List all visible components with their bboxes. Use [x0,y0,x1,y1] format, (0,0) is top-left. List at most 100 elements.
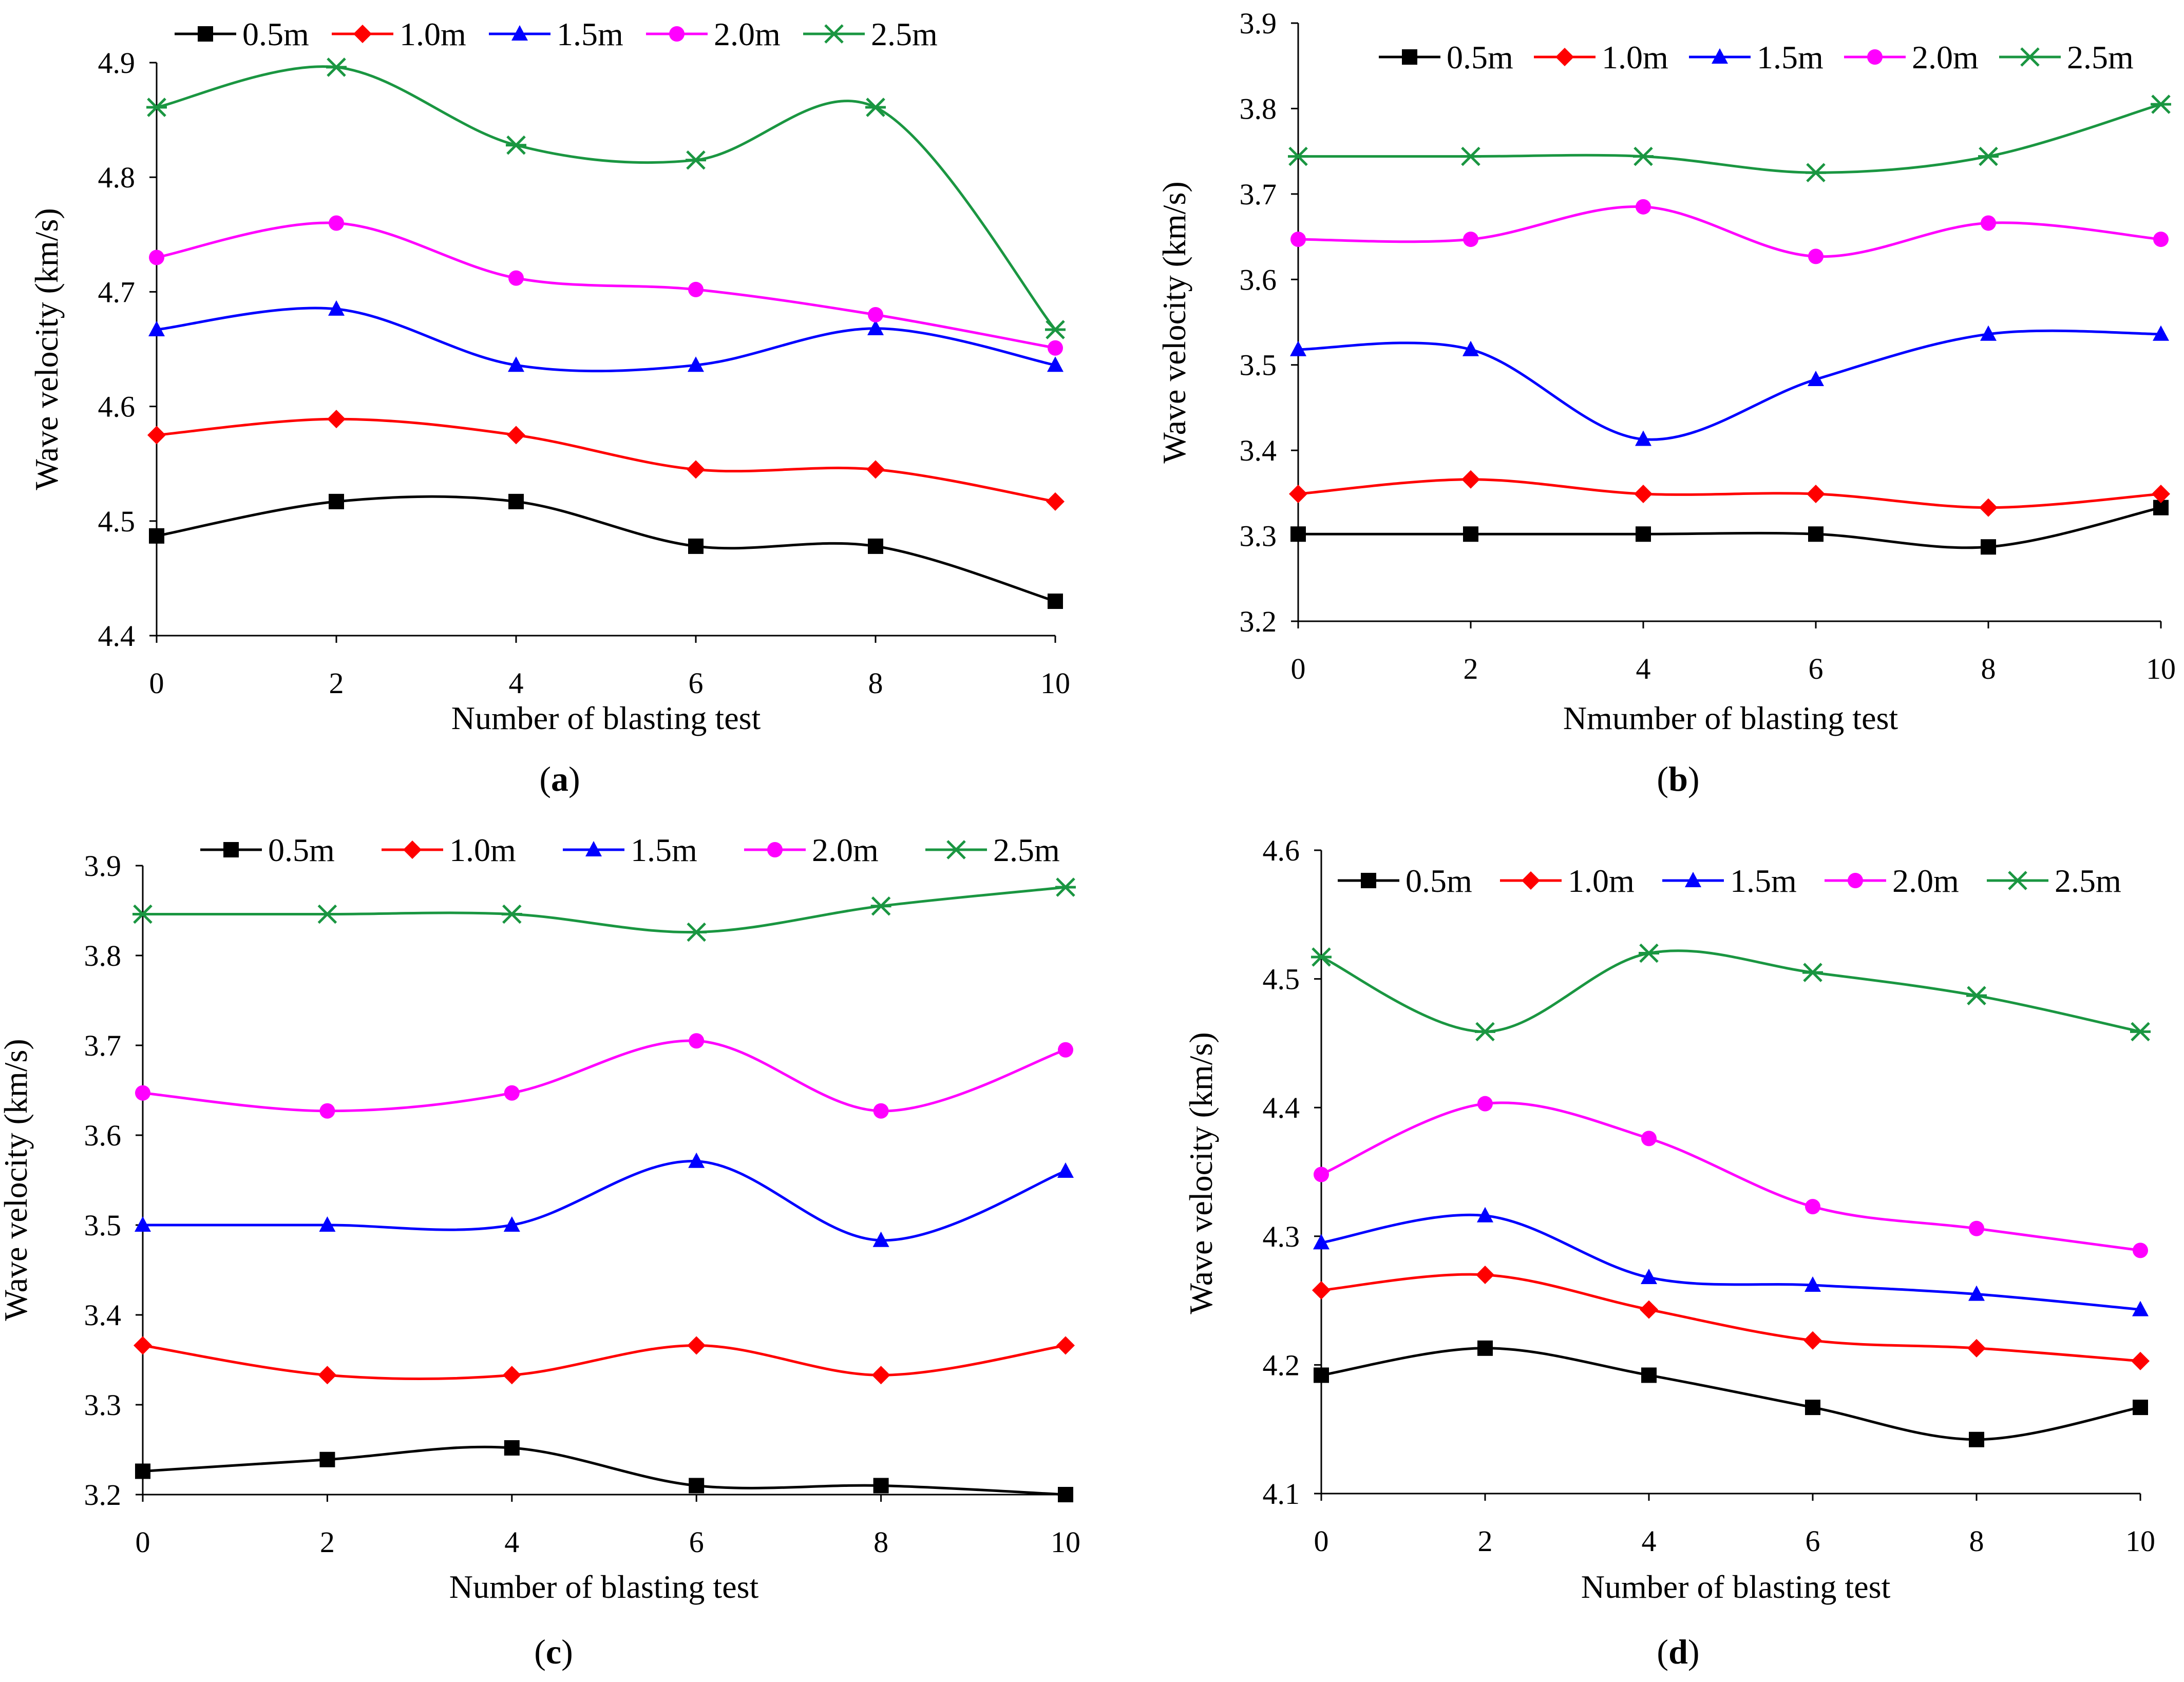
data-point-marker [1635,430,1651,446]
y-tick-label: 3.5 [1240,349,1277,382]
y-tick-label: 4.3 [1263,1220,1300,1253]
data-point-marker [1477,1207,1493,1222]
legend-marker [1685,872,1701,887]
legend-label: 1.5m [1757,39,1824,75]
legend-item: 1.0m [1534,39,1668,75]
data-point-marker [1460,146,1481,166]
legend-item: 1.5m [1662,863,1797,899]
y-tick-label: 3.4 [1240,434,1277,467]
data-point-marker [688,356,704,372]
legend-label: 2.0m [1912,39,1979,75]
series-line [142,1039,1066,1113]
series-line [156,65,1056,331]
x-axis-label: Number of blasting test [449,1569,759,1605]
legend-item: 0.5m [1338,863,1472,899]
series-1.5m [148,300,1063,373]
data-point-marker [1311,947,1332,967]
series-0.5m [135,1440,1073,1502]
x-tick-label: 0 [136,1525,150,1559]
x-tick-label: 10 [2146,652,2176,685]
legend-item: 2.0m [1844,39,1979,75]
data-point-marker [1463,340,1479,356]
data-point-marker [504,1440,520,1456]
data-point-marker [1477,1096,1493,1112]
data-point-marker [1057,1162,1074,1178]
data-point-marker [868,538,883,554]
data-point-marker [134,1336,152,1355]
legend-marker [1712,48,1728,64]
legend-marker [946,840,966,859]
data-point-marker [1969,1220,1984,1236]
data-point-marker [501,904,522,924]
legend-marker [2020,47,2040,67]
x-tick-label: 0 [1291,652,1306,685]
data-point-marker [687,460,705,479]
series-line [143,1160,1066,1242]
x-tick-label: 2 [320,1525,335,1559]
caption-open-paren: ( [539,759,551,798]
data-point-marker [329,215,344,231]
caption-open-paren: ( [534,1632,546,1671]
legend-item: 1.0m [382,832,516,868]
x-tick-label: 10 [2125,1524,2155,1558]
y-tick-label: 3.2 [84,1478,122,1512]
caption-open-paren: ( [1657,759,1668,798]
legend-marker [2007,871,2028,890]
series-line [156,417,1056,503]
caption-open-paren: ( [1657,1632,1668,1671]
series-2.5m [132,877,1076,942]
legend-item: 1.5m [563,832,697,868]
y-tick-label: 3.7 [84,1029,122,1062]
series-0.5m [1290,500,2169,555]
series-2.5m [1288,94,2171,183]
legend-marker [353,25,372,43]
series-line [1298,478,2161,509]
legend-item: 0.5m [1379,39,1513,75]
legend-label: 1.5m [1730,863,1797,899]
x-tick-label: 6 [689,666,704,700]
data-point-marker [1969,1431,1984,1447]
series-line [156,307,1056,373]
data-point-marker [867,319,884,335]
series-line [1320,949,2141,1033]
legend-item: 2.0m [1825,863,1959,899]
series-line [1298,103,2161,174]
data-point-marker [1633,146,1654,166]
y-axis-label: Wave velocity (km/s) [28,208,65,490]
data-point-marker [1641,1367,1657,1383]
chart-panel-b: 3.2 3.3 3.4 3.5 3.6 3.7 3.8 3.9 0 2 4 6 8 10 Nmumber o… [1156,7,2176,798]
data-point-marker [329,493,344,509]
data-point-marker [2130,1022,2151,1042]
y-tick-label: 4.8 [98,161,136,194]
data-point-marker [1475,1022,1495,1042]
legend: 0.5m 1.0m 1.5m 2.0m 2.5m [175,16,938,52]
data-point-marker [689,1033,705,1049]
legend-label: 2.5m [2055,863,2121,899]
y-tick-label: 3.3 [1240,520,1277,553]
panel-caption: (d) [1657,1632,1699,1671]
x-tick-label: 6 [1809,652,1824,685]
data-point-marker [326,58,347,77]
legend-item: 1.0m [332,16,466,52]
x-tick-label: 0 [1314,1524,1329,1558]
legend-label: 1.0m [1602,39,1668,75]
x-tick-label: 6 [1806,1524,1820,1558]
data-point-marker [1288,146,1308,166]
series-2.5m [1311,943,2151,1042]
data-point-marker [1641,1131,1657,1146]
data-point-marker [1312,1281,1331,1300]
legend-label: 2.0m [714,16,781,52]
y-tick-label: 4.5 [98,505,136,538]
data-point-marker [2153,325,2169,341]
data-point-marker [1290,232,1306,247]
data-point-marker [1313,1234,1330,1250]
y-tick-label: 4.1 [1263,1477,1300,1511]
data-point-marker [319,1451,335,1467]
y-tick-label: 3.9 [1240,7,1277,40]
data-point-marker [686,150,706,170]
legend-label: 2.0m [812,832,879,868]
legend-item: 1.5m [1689,39,1824,75]
legend-label: 1.0m [400,16,466,52]
panel-caption: (b) [1657,759,1699,798]
